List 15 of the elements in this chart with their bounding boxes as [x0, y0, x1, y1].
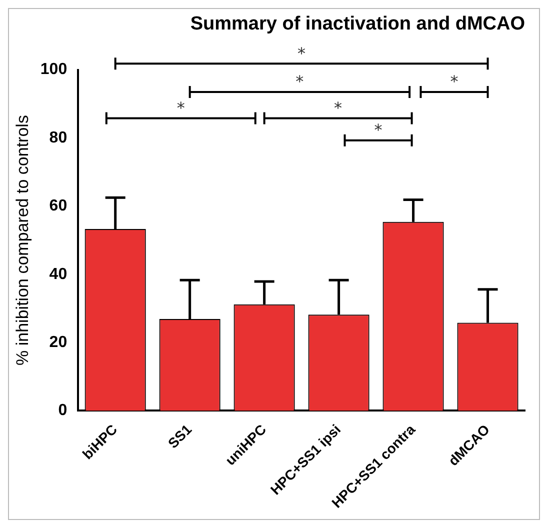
- annotation: *: [296, 72, 304, 92]
- y-tick-label: 0: [58, 402, 68, 420]
- y-axis-title: % inhibition compared to controls: [12, 115, 32, 366]
- y-tick-label: 40: [49, 266, 68, 283]
- y-tick-label: 80: [49, 129, 68, 146]
- annotation: *: [450, 72, 458, 92]
- annotation: *: [176, 98, 185, 118]
- y-tick-label: 100: [40, 61, 68, 78]
- y-tick-label: 60: [49, 198, 68, 215]
- y-tick-label: 20: [49, 334, 68, 351]
- text: *: [298, 44, 306, 63]
- x-tick-label: SS1: [164, 421, 195, 452]
- annotation: *: [334, 98, 342, 118]
- chart-title: Summary of inactivation and dMCAO: [190, 14, 525, 35]
- annotation: *: [374, 120, 382, 140]
